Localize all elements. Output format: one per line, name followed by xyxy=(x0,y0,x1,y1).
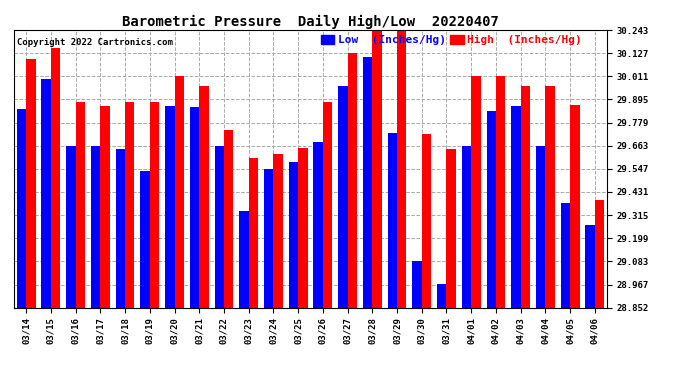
Bar xyxy=(51,48,60,308)
Bar xyxy=(496,76,505,308)
Bar xyxy=(175,76,184,308)
Bar xyxy=(595,200,604,308)
Bar xyxy=(199,87,208,308)
Bar xyxy=(471,76,481,308)
Bar xyxy=(91,146,100,308)
Bar xyxy=(388,132,397,308)
Bar xyxy=(41,79,51,308)
Bar xyxy=(140,171,150,308)
Legend: Low  (Inches/Hg), High  (Inches/Hg): Low (Inches/Hg), High (Inches/Hg) xyxy=(319,33,584,48)
Bar xyxy=(338,87,348,308)
Bar xyxy=(413,261,422,308)
Bar xyxy=(521,87,530,308)
Bar xyxy=(116,149,125,308)
Bar xyxy=(363,57,373,308)
Bar xyxy=(446,149,456,308)
Bar xyxy=(150,102,159,308)
Bar xyxy=(190,107,199,308)
Bar xyxy=(76,102,85,308)
Bar xyxy=(224,130,233,308)
Bar xyxy=(422,134,431,308)
Bar xyxy=(264,169,273,308)
Bar xyxy=(561,203,570,308)
Title: Barometric Pressure  Daily High/Low  20220407: Barometric Pressure Daily High/Low 20220… xyxy=(122,15,499,29)
Bar xyxy=(17,109,26,308)
Bar xyxy=(66,146,76,308)
Bar xyxy=(570,105,580,308)
Bar xyxy=(239,211,248,308)
Bar xyxy=(288,162,298,308)
Bar xyxy=(165,106,175,308)
Bar xyxy=(585,225,595,308)
Bar xyxy=(348,53,357,307)
Bar xyxy=(536,146,545,308)
Bar xyxy=(511,106,521,308)
Bar xyxy=(26,58,36,308)
Bar xyxy=(486,111,496,308)
Bar xyxy=(298,148,308,308)
Bar xyxy=(313,142,323,308)
Bar xyxy=(437,284,446,308)
Bar xyxy=(462,146,471,308)
Bar xyxy=(397,30,406,308)
Bar xyxy=(273,154,283,308)
Bar xyxy=(215,146,224,308)
Bar xyxy=(545,87,555,308)
Bar xyxy=(248,158,258,308)
Bar xyxy=(373,30,382,308)
Bar xyxy=(125,102,135,308)
Bar xyxy=(100,106,110,308)
Bar xyxy=(323,102,333,308)
Text: Copyright 2022 Cartronics.com: Copyright 2022 Cartronics.com xyxy=(17,38,172,47)
